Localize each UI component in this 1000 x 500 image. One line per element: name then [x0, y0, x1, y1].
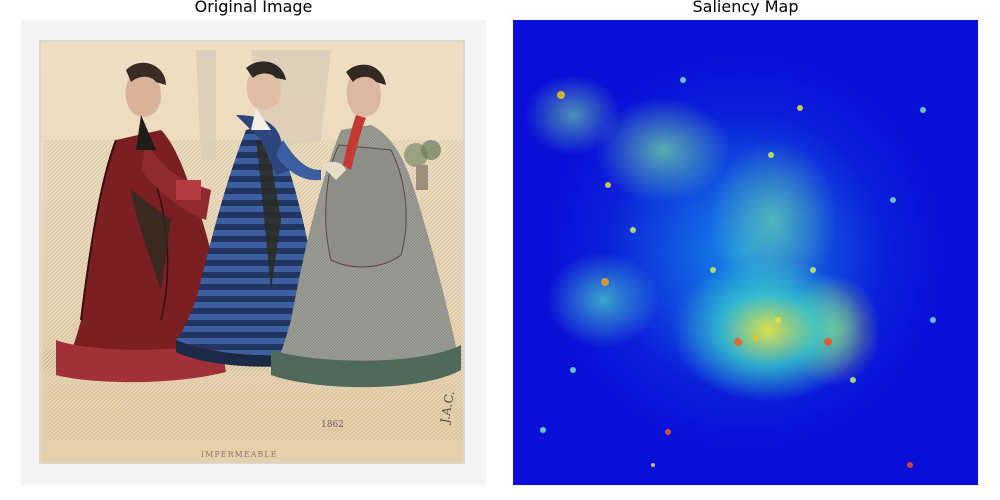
saliency-map-title: Saliency Map [692, 0, 799, 16]
saliency-hotspots [540, 77, 936, 468]
background-plant [404, 140, 441, 190]
right-figure [271, 64, 461, 388]
plate-caption: IMPERMEABLE [201, 450, 278, 459]
saliency-map [513, 20, 978, 485]
original-image: 1862 IMPERMEABLE J.A.C. [21, 20, 486, 485]
original-image-title: Original Image [194, 0, 313, 16]
plate-year: 1862 [321, 420, 344, 430]
fashion-plate-illustration [43, 50, 463, 440]
saliency-noise [540, 77, 936, 468]
middle-figure [176, 61, 321, 367]
left-figure [56, 62, 226, 383]
saliency-base [513, 20, 978, 485]
